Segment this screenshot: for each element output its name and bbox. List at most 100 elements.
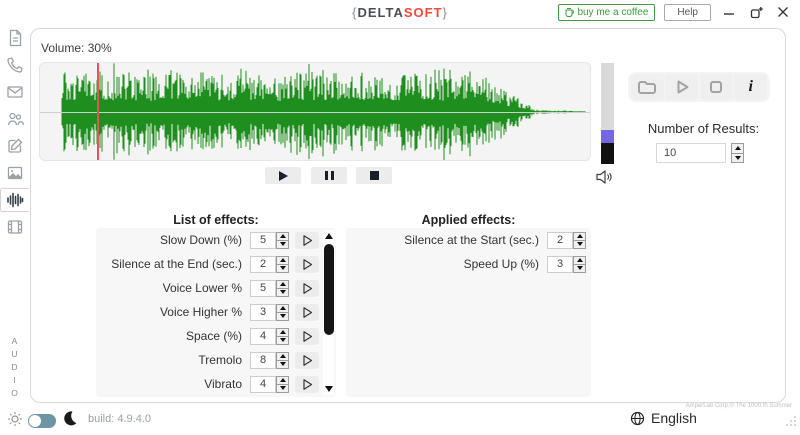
effect-preview-button[interactable] — [295, 255, 319, 273]
spin-up-button[interactable] — [276, 255, 289, 265]
film-icon — [7, 220, 22, 234]
scroll-down-button[interactable] — [323, 383, 334, 395]
applied-effect-value-input[interactable]: 3 — [547, 255, 573, 273]
spin-up-button[interactable] — [276, 327, 289, 337]
sidebar-item-edit[interactable] — [0, 134, 29, 158]
sidebar-item-contacts[interactable] — [0, 107, 29, 131]
sidebar-item-phone[interactable] — [0, 53, 29, 77]
spin-down-button[interactable] — [276, 336, 289, 345]
spin-up-button[interactable] — [276, 375, 289, 385]
spin-up-button[interactable] — [276, 279, 289, 289]
titlebar: {DELTASOFT} buy me a coffee Help — [0, 0, 800, 26]
toolbar-stop-button[interactable] — [699, 74, 733, 100]
spin-down-button[interactable] — [276, 360, 289, 369]
effect-row: Voice Higher % 3 — [96, 300, 319, 324]
effect-label: Space (%) — [185, 329, 242, 343]
volume-slider-track — [601, 63, 614, 130]
effect-preview-button[interactable] — [295, 279, 319, 297]
effect-spinner[interactable] — [276, 375, 289, 393]
effect-value-input[interactable]: 8 — [250, 351, 276, 369]
sidebar-item-image[interactable] — [0, 161, 29, 185]
scroll-up-button[interactable] — [323, 230, 334, 242]
play-icon — [278, 170, 288, 181]
mail-icon — [6, 86, 23, 98]
spin-up-button[interactable] — [731, 143, 744, 154]
applied-effect-spinner[interactable] — [573, 231, 586, 249]
volume-slider-thumb[interactable] — [601, 130, 614, 143]
spin-up-button[interactable] — [276, 351, 289, 361]
language-selector[interactable]: English — [630, 410, 697, 426]
effect-value-input[interactable]: 3 — [250, 303, 276, 321]
help-button[interactable]: Help — [664, 3, 711, 21]
effect-label: Voice Lower % — [162, 281, 242, 295]
close-button[interactable] — [774, 3, 792, 21]
spin-down-button[interactable] — [573, 264, 586, 273]
effect-preview-button[interactable] — [295, 327, 319, 345]
spin-down-button[interactable] — [276, 240, 289, 249]
effect-label: Silence at the End (sec.) — [111, 257, 242, 271]
copyright-text: AmperLab Corp.© The 1000 th Summer — [685, 403, 792, 409]
document-icon — [9, 29, 21, 47]
info-button[interactable]: i — [734, 74, 768, 100]
applied-effect-value-input[interactable]: 2 — [547, 231, 573, 249]
effect-spinner[interactable] — [276, 231, 289, 249]
effect-spinner[interactable] — [276, 255, 289, 273]
stop-button[interactable] — [356, 167, 392, 184]
effect-spinner[interactable] — [276, 351, 289, 369]
scrollbar-thumb[interactable] — [323, 244, 334, 335]
waveform-panel[interactable] — [39, 62, 591, 161]
sidebar-item-audio[interactable] — [0, 188, 29, 212]
effect-preview-button[interactable] — [295, 375, 319, 393]
spin-up-button[interactable] — [276, 303, 289, 313]
spin-down-button[interactable] — [276, 384, 289, 393]
minimize-button[interactable] — [720, 3, 738, 21]
applied-effect-spinner[interactable] — [573, 255, 586, 273]
playhead-cursor[interactable] — [97, 63, 99, 160]
effect-value-input[interactable]: 2 — [250, 255, 276, 273]
spin-down-button[interactable] — [731, 153, 744, 163]
number-of-results-input[interactable]: 10 — [656, 143, 726, 163]
build-version: build: 4.9.4.0 — [88, 413, 151, 425]
effect-value-input[interactable]: 4 — [250, 375, 276, 393]
pause-button[interactable] — [311, 167, 347, 184]
info-icon: i — [748, 78, 753, 95]
sidebar-item-mail[interactable] — [0, 80, 29, 104]
spin-up-button[interactable] — [573, 255, 586, 265]
effect-value-input[interactable]: 5 — [250, 231, 276, 249]
spin-down-button[interactable] — [276, 288, 289, 297]
effect-value-input[interactable]: 5 — [250, 279, 276, 297]
play-outline-icon — [302, 306, 312, 318]
coffee-label: buy me a coffee — [577, 6, 649, 18]
effect-spinner[interactable] — [276, 303, 289, 321]
effect-label: Voice Higher % — [159, 305, 242, 319]
effects-scrollbar[interactable] — [323, 230, 334, 395]
effect-preview-button[interactable] — [295, 231, 319, 249]
volume-slider[interactable] — [601, 63, 614, 164]
theme-toggle[interactable] — [28, 414, 56, 428]
spin-down-button[interactable] — [276, 312, 289, 321]
effect-preview-button[interactable] — [295, 351, 319, 369]
effect-spinner[interactable] — [276, 279, 289, 297]
stop-outline-icon — [710, 81, 723, 93]
resize-grip[interactable] — [784, 414, 797, 432]
spin-down-button[interactable] — [276, 264, 289, 273]
spin-down-button[interactable] — [573, 240, 586, 249]
buy-me-a-coffee-button[interactable]: buy me a coffee — [558, 3, 656, 21]
effect-preview-button[interactable] — [295, 303, 319, 321]
effect-spinner[interactable] — [276, 327, 289, 345]
spin-up-button[interactable] — [276, 231, 289, 241]
sidebar-item-video[interactable] — [0, 215, 29, 239]
restore-button[interactable] — [747, 3, 765, 21]
effect-row: Voice Lower % 5 — [96, 276, 319, 300]
effect-row: Tremolo 8 — [96, 348, 319, 372]
toolbar-play-button[interactable] — [665, 74, 699, 100]
number-of-results-spinner[interactable] — [731, 143, 744, 163]
sidebar-item-document[interactable] — [0, 26, 29, 50]
play-button[interactable] — [265, 167, 301, 184]
spin-up-button[interactable] — [573, 231, 586, 241]
effects-list-title: List of effects: — [173, 213, 259, 227]
logo-brace-open: { — [352, 5, 358, 20]
open-file-button[interactable] — [630, 74, 664, 100]
logo-brace-close: } — [442, 5, 448, 20]
effect-value-input[interactable]: 4 — [250, 327, 276, 345]
